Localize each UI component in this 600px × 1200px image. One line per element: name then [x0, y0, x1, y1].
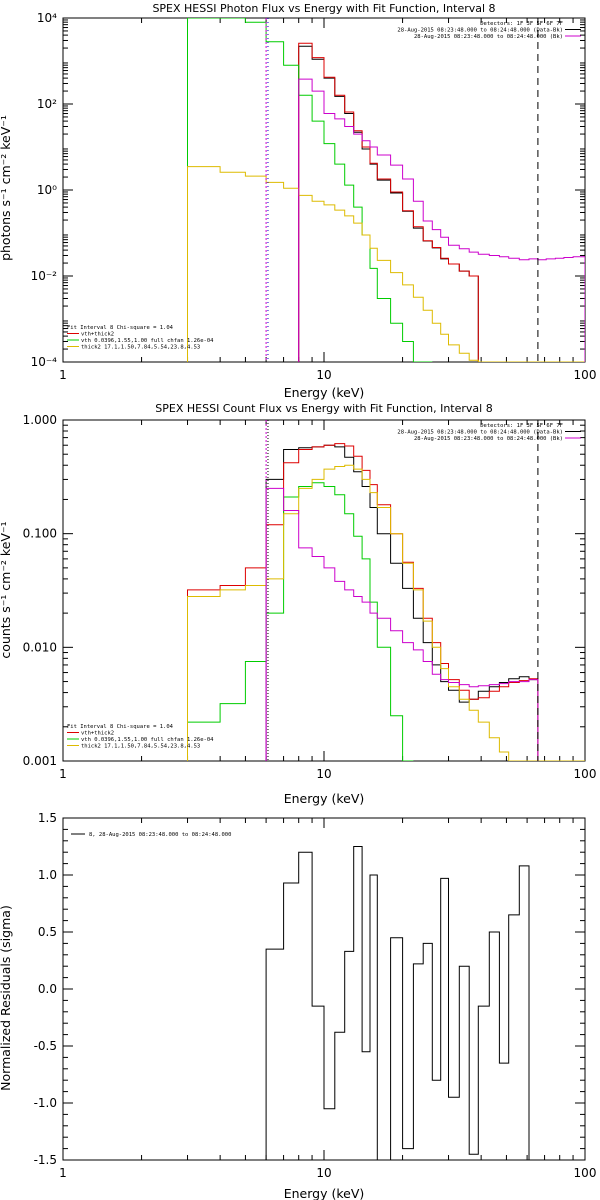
count-flux-title: SPEX HESSI Count Flux vs Energy with Fit… — [155, 402, 492, 415]
x-tick-label: 100 — [574, 1166, 597, 1180]
y-tick-label: 10² — [37, 97, 57, 111]
residuals-ylabel: Normalized Residuals (sigma) — [0, 905, 13, 1091]
legend-top-entry: 28-Aug-2015 08:23:48.000 to 08:24:48.000… — [414, 34, 563, 40]
y-tick-label: 1.5 — [38, 811, 57, 825]
y-tick-label: 10⁴ — [37, 11, 57, 25]
series-line-vth — [187, 18, 433, 362]
y-tick-label: -1.0 — [34, 1096, 57, 1110]
count-flux-xlabel: Energy (keV) — [284, 791, 365, 806]
series-line-thick2 — [187, 464, 585, 761]
photon-flux-ylabel: photons s⁻¹ cm⁻² keV⁻¹ — [0, 115, 13, 261]
y-tick-label: -1.5 — [34, 1153, 57, 1167]
legend-residual-entry: 8, 28-Aug-2015 08:23:48.000 to 08:24:48.… — [89, 832, 231, 838]
legend-fit-entry: vth+thick2 — [81, 332, 114, 338]
legend-top-entry: 28-Aug-2015 08:23:48.000 to 08:24:48.000… — [397, 430, 563, 436]
series-group — [187, 443, 585, 761]
y-tick-label: 10⁻² — [31, 269, 58, 283]
legend-top-entry: Detectors: 1F 3F 5F 6F 7F — [480, 21, 563, 27]
y-tick-label: 10⁰ — [37, 183, 57, 197]
series-line-data-bk — [265, 444, 539, 761]
x-tick-label: 1 — [59, 368, 67, 382]
y-tick-label: 0.0 — [38, 982, 57, 996]
legend-fit-entry: thick2 17.1,1.50,7.84,5.54,23.8,4.53 — [81, 345, 200, 351]
legend-fit-header: Fit Interval 8 Chi-square = 1.04 — [67, 724, 174, 730]
series-line-bk — [298, 78, 585, 362]
residuals-panel: Energy (keV) Normalized Residuals (sigma… — [0, 811, 596, 1200]
y-tick-label: 10⁻⁴ — [31, 355, 58, 369]
x-tick-label: 100 — [574, 767, 597, 781]
legend-top-entry: Detectors: 1F 3F 5F 6F 7F — [480, 423, 563, 429]
legend-fit-entry: vth 0.0396,1.55,1.00 full chfan 1.26e-04 — [81, 338, 214, 344]
x-tick-label: 1 — [59, 767, 67, 781]
series-line-data-bk — [298, 45, 479, 362]
legend-top-entry: 28-Aug-2015 08:23:48.000 to 08:24:48.000… — [414, 436, 563, 442]
legend-fit-entry: thick2 17.1,1.50,7.84,5.54,23.8,4.53 — [81, 744, 200, 750]
x-tick-label: 10 — [316, 1166, 331, 1180]
y-tick-label: -0.5 — [34, 1039, 57, 1053]
series-line-thick2 — [187, 166, 585, 362]
y-tick-label: 0.5 — [38, 925, 57, 939]
y-tick-label: 1.0 — [38, 868, 57, 882]
legend-fit-header: Fit Interval 8 Chi-square = 1.04 — [67, 325, 174, 331]
x-tick-label: 10 — [316, 368, 331, 382]
legend-top-entry: 28-Aug-2015 08:23:48.000 to 08:24:48.000… — [397, 28, 563, 34]
photon-flux-panel: SPEX HESSI Photon Flux vs Energy with Fi… — [0, 2, 596, 400]
x-tick-label: 100 — [574, 368, 597, 382]
series-line-8-28-aug-2015-08-23-48-000-to- — [265, 846, 538, 1160]
x-tick-label: 1 — [59, 1166, 67, 1180]
photon-flux-xlabel: Energy (keV) — [284, 385, 365, 400]
series-line-bk — [265, 487, 539, 761]
photon-flux-title: SPEX HESSI Photon Flux vs Energy with Fi… — [152, 2, 495, 15]
y-tick-label: 0.100 — [23, 527, 57, 541]
count-flux-ylabel: counts s⁻¹ cm⁻² keV⁻¹ — [0, 521, 13, 658]
y-tick-label: 0.010 — [23, 640, 57, 654]
legend-fit-entry: vth 0.0396,1.55,1.00 full chfan 1.26e-04 — [81, 737, 214, 743]
legend-fit-entry: vth+thick2 — [81, 731, 114, 737]
series-line-vth-thick2 — [298, 42, 479, 362]
y-tick-label: 0.001 — [23, 754, 57, 768]
residuals-xlabel: Energy (keV) — [284, 1186, 365, 1200]
x-tick-label: 10 — [316, 767, 331, 781]
series-group — [265, 846, 538, 1160]
count-flux-panel: SPEX HESSI Count Flux vs Energy with Fit… — [0, 402, 596, 806]
y-tick-label: 1.000 — [23, 413, 57, 427]
series-line-vth — [187, 482, 414, 761]
series-group — [187, 18, 585, 362]
